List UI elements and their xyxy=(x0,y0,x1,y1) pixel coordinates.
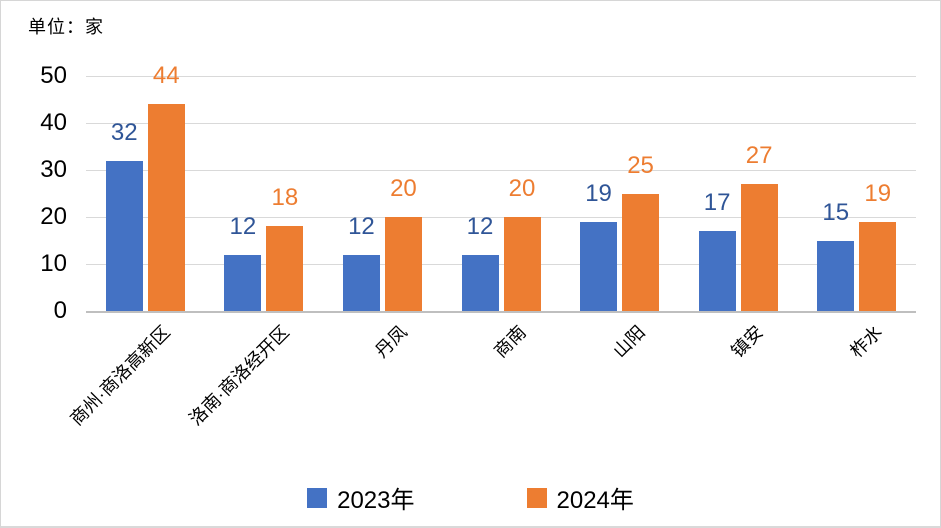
category-label-5: 镇安 xyxy=(727,321,768,362)
bar-label-2023年-2: 12 xyxy=(348,212,375,240)
bar-2023年-4 xyxy=(580,221,618,311)
legend-item-2023: 2023年 xyxy=(307,480,415,515)
bar-label-2024年-1: 18 xyxy=(271,184,299,212)
bar-2024年-5 xyxy=(740,184,778,311)
y-tick-label-0: 0 xyxy=(53,297,67,324)
bar-2024年-0 xyxy=(147,104,185,311)
category-label-0: 商州·商洛高新区 xyxy=(66,321,175,430)
y-tick-label-40: 40 xyxy=(40,109,67,136)
legend-item-2024: 2024年 xyxy=(526,480,634,515)
bar-label-2023年-6: 15 xyxy=(822,198,850,226)
bar-label-2024年-5: 27 xyxy=(745,142,773,170)
bar-label-2024年-0: 44 xyxy=(152,62,180,90)
bar-2024年-2 xyxy=(384,217,422,311)
bar-2023年-3 xyxy=(461,254,499,311)
bar-2023年-5 xyxy=(698,231,736,311)
legend-label-2023: 2023年 xyxy=(337,487,415,514)
gridline-0 xyxy=(86,311,916,313)
bar-label-2023年-0: 32 xyxy=(110,118,138,146)
gridline-10 xyxy=(86,264,916,265)
bar-2023年-1 xyxy=(224,254,262,311)
category-label-1: 洛南·商洛经开区 xyxy=(185,321,293,430)
bar-label-2023年-4: 19 xyxy=(585,179,612,207)
bar-label-2023年-1: 12 xyxy=(229,212,257,240)
gridline-50 xyxy=(86,76,916,77)
category-label-3: 商南 xyxy=(490,321,530,362)
bar-2023年-2 xyxy=(342,254,380,311)
bar-2023年-0 xyxy=(105,160,143,311)
bar-label-2024年-3: 20 xyxy=(508,175,536,202)
bar-label-2024年-6: 19 xyxy=(864,179,892,207)
y-tick-label-10: 10 xyxy=(40,250,67,277)
unit-label: 单位：家 xyxy=(28,17,104,37)
bar-label-2023年-5: 17 xyxy=(703,189,731,217)
bar-2024年-3 xyxy=(503,217,541,311)
y-tick-label-30: 30 xyxy=(40,156,67,183)
bar-2024年-1 xyxy=(266,226,304,311)
legend-swatch-2024 xyxy=(526,487,547,508)
legend-swatch-2023 xyxy=(307,487,328,508)
legend-label-2024: 2024年 xyxy=(556,487,634,514)
legend: 2023年 2024年 xyxy=(1,480,940,515)
bar-label-2024年-4: 25 xyxy=(627,151,654,179)
category-label-6: 柞水 xyxy=(846,321,886,362)
gridline-40 xyxy=(86,123,916,124)
gridline-20 xyxy=(86,217,916,218)
bar-label-2024年-2: 20 xyxy=(390,175,417,202)
bar-label-2023年-3: 12 xyxy=(466,212,494,240)
y-tick-label-50: 50 xyxy=(40,62,67,89)
bar-2023年-6 xyxy=(817,240,855,311)
category-label-4: 山阳 xyxy=(608,321,649,362)
bar-2024年-4 xyxy=(622,193,660,311)
category-label-2: 丹凤 xyxy=(371,321,412,362)
y-tick-label-20: 20 xyxy=(40,203,67,230)
gridline-30 xyxy=(86,170,916,171)
bar-2024年-6 xyxy=(859,221,897,311)
